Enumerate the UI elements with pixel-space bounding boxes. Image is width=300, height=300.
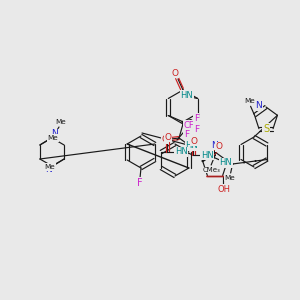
Text: Me: Me: [56, 119, 66, 125]
Text: F: F: [184, 130, 189, 139]
Text: F: F: [194, 114, 199, 123]
Text: OH: OH: [217, 185, 230, 194]
Text: HN: HN: [175, 148, 188, 157]
Text: Me: Me: [45, 164, 56, 170]
Text: CMe₃: CMe₃: [202, 167, 220, 173]
Text: HN: HN: [186, 142, 198, 151]
Text: N: N: [212, 140, 218, 149]
Text: O: O: [165, 133, 172, 142]
Text: O: O: [190, 136, 198, 146]
Text: Me: Me: [224, 175, 235, 181]
Text: F: F: [194, 125, 199, 134]
Text: N: N: [256, 101, 262, 110]
Text: F: F: [137, 178, 143, 188]
Text: N: N: [52, 130, 58, 139]
Text: O: O: [161, 134, 169, 143]
Text: S: S: [263, 124, 269, 134]
Text: O: O: [215, 142, 222, 152]
Text: CF₃: CF₃: [183, 121, 197, 130]
Text: N: N: [46, 166, 52, 175]
Text: Me: Me: [47, 135, 58, 141]
Text: HN: HN: [180, 91, 193, 100]
Text: HN: HN: [201, 151, 214, 160]
Text: Me: Me: [244, 98, 255, 104]
Text: HN: HN: [219, 158, 232, 167]
Text: O: O: [172, 68, 178, 77]
